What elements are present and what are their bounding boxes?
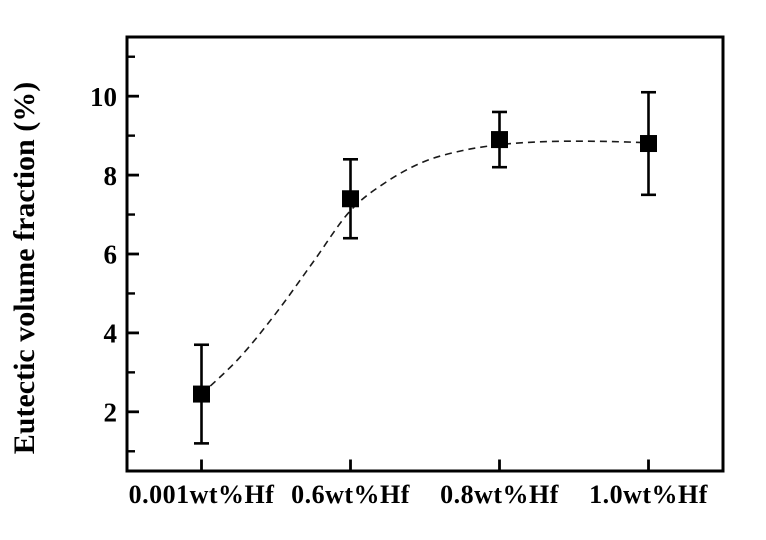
data-series-group <box>193 90 657 445</box>
x-axis-tick-label: 0.8wt%Hf <box>440 480 559 509</box>
y-axis-tick-label: 2 <box>104 398 118 428</box>
x-axis-tick-label: 0.001wt%Hf <box>129 480 275 509</box>
plot-frame <box>125 35 725 473</box>
y-axis-ticks-group <box>128 55 139 453</box>
x-axis-ticks-group <box>200 459 650 470</box>
x-axis-tick-label: 1.0wt%Hf <box>589 480 708 509</box>
data-point-marker <box>640 135 657 153</box>
y-axis-tick-label: 6 <box>104 240 118 270</box>
y-axis-tick-label: 4 <box>104 319 118 349</box>
y-axis-labels-group: 2 4 6 8 10 <box>90 82 117 428</box>
data-point-marker <box>342 190 359 208</box>
y-axis-title: Eutectic volume fraction (%) <box>8 82 41 454</box>
trend-line <box>200 140 649 395</box>
data-point-marker <box>491 131 508 149</box>
x-axis-labels-group: 0.001wt%Hf 0.6wt%Hf 0.8wt%Hf 1.0wt%Hf <box>129 480 708 509</box>
y-axis-tick-label: 8 <box>104 161 118 191</box>
y-axis-tick-label: 10 <box>90 82 117 112</box>
trend-line-group <box>200 140 649 395</box>
x-axis-tick-label: 0.6wt%Hf <box>291 480 410 509</box>
data-point-marker <box>193 385 210 403</box>
